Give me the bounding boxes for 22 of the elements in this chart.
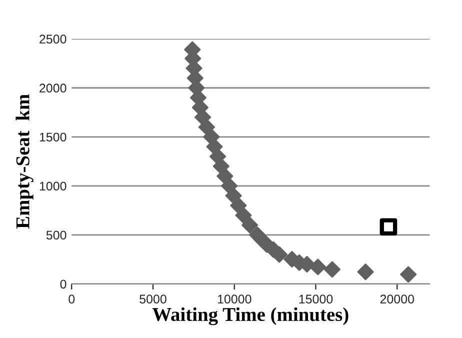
point	[216, 168, 234, 184]
y-tick-label: 1500	[40, 132, 66, 142]
x-axis-title: Waiting Time (minutes)	[152, 307, 348, 326]
point	[242, 216, 258, 234]
x-tick-label: 10000	[218, 294, 252, 304]
x-tick-label: 15000	[299, 294, 333, 304]
point	[310, 258, 326, 276]
y-tick-label: 2000	[40, 84, 66, 93]
y-axis-title: Empty-Seat km	[16, 94, 34, 229]
point	[235, 207, 252, 224]
point	[230, 197, 247, 214]
point	[324, 261, 340, 278]
x-tick-label: 5000	[140, 294, 166, 304]
point	[357, 264, 374, 280]
y-tick-label: 1000	[40, 182, 66, 191]
point	[380, 218, 398, 236]
y-tick-label: 2500	[40, 34, 66, 44]
x-tick-label: 20000	[380, 294, 414, 304]
point	[400, 266, 417, 283]
y-tick-label: 500	[46, 230, 66, 240]
y-tick-label: 0	[60, 280, 66, 289]
x-tick-label: 0	[68, 294, 75, 304]
